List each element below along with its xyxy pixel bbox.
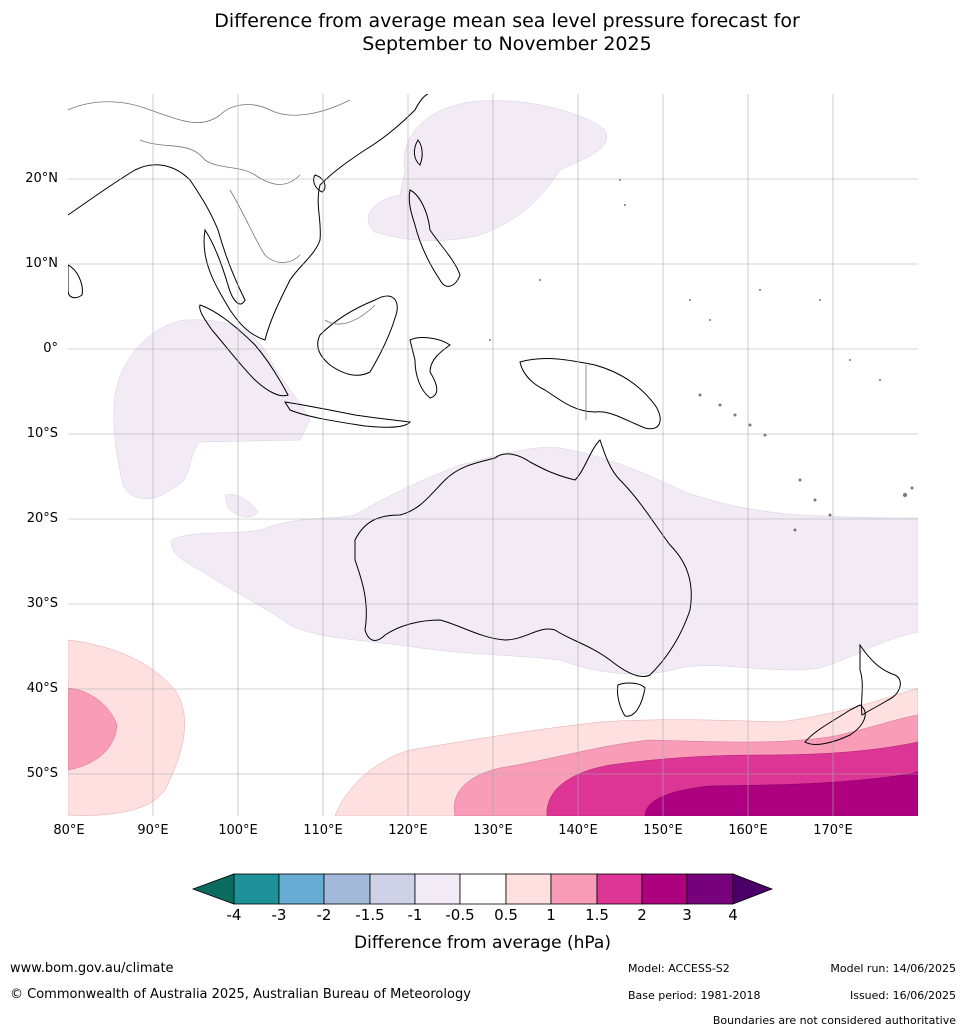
colorbar-tick: -3 xyxy=(271,906,287,924)
colorbar-low-extension xyxy=(191,873,235,905)
national-boundaries xyxy=(68,99,587,420)
colorbar-tick: 4 xyxy=(728,906,738,924)
coast-taiwan xyxy=(413,139,423,166)
lon-label: 140°E xyxy=(558,823,598,838)
coast-sri-lanka xyxy=(68,264,83,299)
map-title: Difference from average mean sea level p… xyxy=(0,10,965,56)
colorbar-segment xyxy=(233,873,280,905)
footer-model-run: Model run: 14/06/2025 xyxy=(830,962,956,975)
coast-new-guinea xyxy=(519,358,661,430)
coast-tasmania xyxy=(617,682,646,717)
coastlines xyxy=(68,94,901,745)
colorbar-tick: -0.5 xyxy=(445,906,475,924)
coast-sumatra xyxy=(199,304,289,397)
colorbar-segment xyxy=(414,873,461,905)
colorbar-tick: 1 xyxy=(546,906,556,924)
colorbar-high-extension xyxy=(732,873,774,905)
anomaly-region-southeast-2 xyxy=(644,771,918,816)
footer-url[interactable]: www.bom.gov.au/climate xyxy=(10,961,174,976)
pressure-anomaly-field xyxy=(68,94,918,816)
lon-label: 160°E xyxy=(728,823,768,838)
footer-disclaimer: Boundaries are not considered authoritat… xyxy=(712,1014,956,1027)
anomaly-region-west-1 xyxy=(68,687,118,771)
colorbar-tick: -4 xyxy=(226,906,242,924)
colorbar-segment xyxy=(550,873,598,905)
colorbar-tick: 3 xyxy=(682,906,692,924)
anomaly-region-small xyxy=(224,494,259,518)
colorbar-segment xyxy=(323,873,371,905)
lon-label: 100°E xyxy=(218,823,258,838)
anomaly-region-north-pacific xyxy=(367,100,607,241)
footer-model: Model: ACCESS-S2 xyxy=(628,962,730,975)
graticule xyxy=(68,94,918,816)
lat-label: 0° xyxy=(43,341,58,356)
colorbar-tick: 0.5 xyxy=(494,906,518,924)
coast-philippines xyxy=(408,189,461,287)
anomaly-region-indian-ocean xyxy=(113,319,311,499)
colorbar-segment xyxy=(641,873,688,905)
lon-label: 130°E xyxy=(473,823,513,838)
coast-sulawesi xyxy=(409,337,451,399)
lon-label: 120°E xyxy=(388,823,428,838)
lon-label: 80°E xyxy=(53,823,85,838)
footer-issued: Issued: 16/06/2025 xyxy=(849,989,956,1002)
lon-label: 110°E xyxy=(303,823,343,838)
colorbar-tick: -2 xyxy=(316,906,332,924)
colorbar-tick: -1.5 xyxy=(355,906,385,924)
coast-australia xyxy=(354,439,692,677)
colorbar-segment xyxy=(278,873,325,905)
lat-label: 10°N xyxy=(25,256,58,271)
colorbar-segment xyxy=(369,873,416,905)
lat-label: 30°S xyxy=(26,596,58,611)
coast-borneo xyxy=(317,295,398,376)
coast-new-zealand-south xyxy=(804,704,866,745)
lat-label: 50°S xyxy=(26,766,58,781)
lat-label: 40°S xyxy=(26,681,58,696)
colorbar-segment xyxy=(459,873,507,905)
footer-base-period: Base period: 1981-2018 xyxy=(628,989,761,1002)
lon-label: 90°E xyxy=(137,823,169,838)
colorbar-tick: 1.5 xyxy=(585,906,609,924)
coast-new-zealand-north xyxy=(859,643,901,716)
lon-label: 150°E xyxy=(643,823,683,838)
lat-label: 20°N xyxy=(25,171,58,186)
title-line-2: September to November 2025 xyxy=(362,33,652,55)
title-line-1: Difference from average mean sea level p… xyxy=(214,10,800,32)
anomaly-region-west-05 xyxy=(68,639,185,816)
lat-label: 10°S xyxy=(26,426,58,441)
anomaly-region-australia xyxy=(170,447,918,675)
colorbar-label: Difference from average (hPa) xyxy=(354,933,611,953)
colorbar-tick: 2 xyxy=(637,906,647,924)
coast-java xyxy=(284,401,411,428)
colorbar-segment xyxy=(505,873,552,905)
pacific-islands xyxy=(489,179,914,532)
colorbar-tick: -1 xyxy=(407,906,423,924)
footer-copyright: © Commonwealth of Australia 2025, Austra… xyxy=(10,987,471,1002)
lon-label: 170°E xyxy=(813,823,853,838)
colorbar-segment xyxy=(686,873,734,905)
coast-asia-mainland xyxy=(68,94,429,341)
lat-label: 20°S xyxy=(26,511,58,526)
colorbar xyxy=(191,873,774,905)
colorbar-segment xyxy=(596,873,643,905)
